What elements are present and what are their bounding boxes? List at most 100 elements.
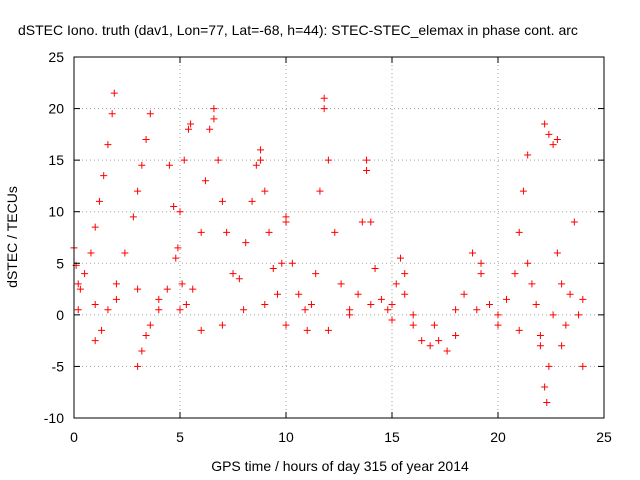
series-9	[401, 249, 485, 355]
data-point	[91, 337, 99, 345]
data-point	[223, 228, 231, 236]
data-point	[494, 321, 502, 329]
data-point	[486, 301, 494, 309]
data-point	[214, 156, 222, 164]
data-point	[134, 187, 142, 195]
x-axis-title: GPS time / hours of day 315 of year 2014	[211, 458, 469, 474]
data-point	[519, 187, 527, 195]
data-point	[301, 306, 309, 314]
data-point	[307, 301, 315, 309]
x-tick-label: 20	[490, 429, 506, 445]
data-point	[142, 136, 150, 144]
data-point	[178, 280, 186, 288]
data-point	[265, 228, 273, 236]
data-point	[524, 259, 532, 267]
data-point	[579, 295, 587, 303]
data-point	[210, 115, 218, 123]
data-point	[562, 321, 570, 329]
data-point	[477, 270, 485, 278]
data-point	[558, 280, 566, 288]
data-point	[261, 301, 269, 309]
data-point	[163, 285, 171, 293]
data-point	[98, 326, 106, 334]
data-point	[282, 321, 290, 329]
data-point	[155, 306, 163, 314]
data-point	[324, 156, 332, 164]
x-tick-label: 0	[70, 429, 78, 445]
data-point	[282, 218, 290, 226]
data-point	[401, 290, 409, 298]
data-point	[91, 301, 99, 309]
series-1	[91, 110, 154, 345]
data-point	[570, 218, 578, 226]
series-10	[477, 151, 532, 319]
data-point	[176, 208, 184, 216]
tick-labels-layer: 0 5 10 15 20 25 -10 -5 0 5 10 15 20 25	[44, 49, 612, 445]
data-point	[409, 321, 417, 329]
data-point	[91, 223, 99, 231]
data-point	[515, 326, 523, 334]
data-point	[418, 337, 426, 345]
series-11	[524, 136, 561, 407]
data-point	[142, 331, 150, 339]
series-4	[210, 115, 265, 283]
series-0	[70, 89, 118, 293]
data-point	[363, 166, 371, 174]
y-tick-label: -5	[52, 358, 65, 374]
data-point	[388, 301, 396, 309]
data-point	[388, 316, 396, 324]
data-point	[138, 347, 146, 355]
data-point	[575, 311, 583, 319]
data-point	[174, 244, 182, 252]
data-point	[536, 342, 544, 350]
data-point	[261, 187, 269, 195]
data-point	[545, 130, 553, 138]
data-point	[303, 326, 311, 334]
data-point	[358, 218, 366, 226]
data-point	[553, 136, 561, 144]
y-tick-label: 20	[48, 101, 64, 117]
data-point	[172, 254, 180, 262]
data-point	[566, 290, 574, 298]
x-tick-label: 5	[176, 429, 184, 445]
data-point	[371, 264, 379, 272]
data-point	[129, 213, 137, 221]
data-point	[494, 311, 502, 319]
data-point	[316, 187, 324, 195]
data-point	[218, 321, 226, 329]
data-point	[320, 105, 328, 113]
chart-title: dSTEC Iono. truth (dav1, Lon=77, Lat=-68…	[18, 22, 578, 38]
data-point	[354, 290, 362, 298]
data-point	[515, 228, 523, 236]
data-point	[74, 306, 82, 314]
data-point	[87, 249, 95, 257]
data-point	[170, 203, 178, 211]
data-point	[187, 120, 195, 128]
x-tick-label: 10	[278, 429, 294, 445]
data-point	[218, 197, 226, 205]
y-axis-title: dSTEC / TECUs	[4, 186, 20, 288]
data-point	[274, 290, 282, 298]
data-point	[579, 362, 587, 370]
data-point	[541, 383, 549, 391]
series-8	[363, 166, 409, 314]
data-point	[367, 218, 375, 226]
data-point	[210, 105, 218, 113]
y-tick-label: 10	[48, 204, 64, 220]
data-point	[477, 259, 485, 267]
data-point	[189, 285, 197, 293]
data-point	[278, 259, 286, 267]
data-point	[541, 120, 549, 128]
data-point	[473, 306, 481, 314]
data-point	[165, 161, 173, 169]
data-point	[452, 306, 460, 314]
data-point	[146, 110, 154, 118]
y-tick-label: 15	[48, 152, 64, 168]
data-point	[430, 321, 438, 329]
series-6	[282, 94, 328, 314]
data-point	[242, 239, 250, 247]
data-point	[248, 197, 256, 205]
series-13	[74, 285, 587, 350]
data-point	[337, 280, 345, 288]
data-point	[197, 228, 205, 236]
